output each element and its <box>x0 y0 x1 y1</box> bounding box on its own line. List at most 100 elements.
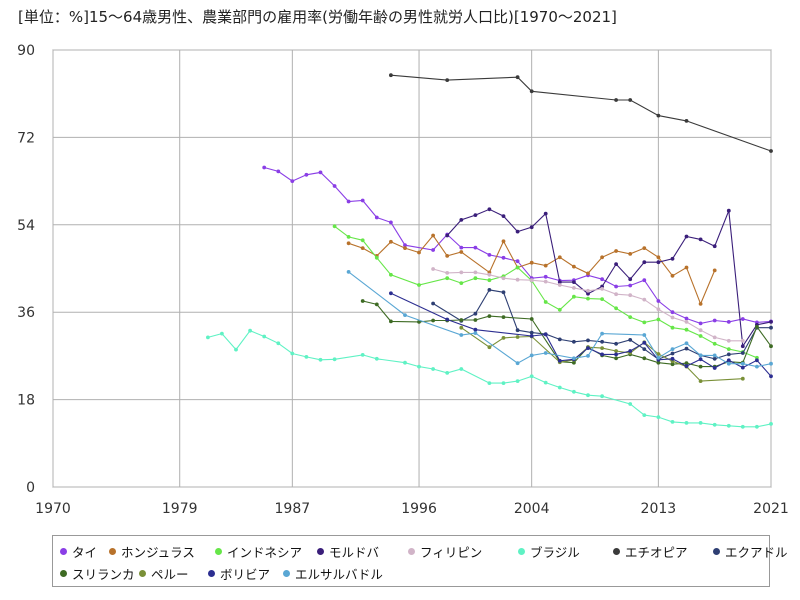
data-point <box>431 267 435 271</box>
data-point <box>600 297 604 301</box>
data-point <box>628 338 633 342</box>
data-point <box>769 422 773 426</box>
data-point <box>726 352 731 357</box>
data-point <box>712 366 717 370</box>
legend-marker <box>60 570 67 577</box>
data-point <box>501 381 506 385</box>
data-point <box>515 361 520 366</box>
legend-label: タイ <box>72 545 98 560</box>
data-point <box>459 367 464 371</box>
data-point <box>445 276 450 281</box>
data-point <box>586 338 590 343</box>
data-point <box>726 320 731 324</box>
data-point <box>642 260 647 265</box>
series-11 <box>389 291 773 379</box>
data-point <box>487 272 492 277</box>
data-point <box>600 339 604 344</box>
data-point <box>572 339 576 344</box>
legend-marker <box>613 548 620 555</box>
data-point <box>712 422 717 427</box>
data-point <box>374 356 379 361</box>
series-8 <box>431 288 773 362</box>
series-7 <box>389 73 773 153</box>
data-point <box>557 337 562 342</box>
data-point <box>572 294 576 299</box>
data-point <box>642 333 647 337</box>
data-point <box>417 283 421 287</box>
data-point <box>600 346 604 350</box>
data-point <box>656 260 661 265</box>
legend-label: インドネシア <box>227 545 303 560</box>
data-point <box>487 207 492 212</box>
data-point <box>670 325 675 330</box>
data-point <box>614 356 618 361</box>
series-line <box>432 289 771 360</box>
data-point <box>346 235 351 239</box>
legend-item: フィリピン <box>408 542 482 561</box>
data-point <box>360 198 365 203</box>
data-point <box>740 424 745 429</box>
data-point <box>572 280 576 284</box>
data-point <box>586 354 590 358</box>
data-point <box>557 385 562 390</box>
data-point <box>684 361 689 366</box>
data-point <box>459 218 464 222</box>
data-point <box>431 318 435 323</box>
plot-frame <box>52 49 772 488</box>
data-point <box>769 325 773 330</box>
x-tick-label: 1987 <box>275 501 311 517</box>
data-point <box>417 250 421 255</box>
data-point <box>529 317 534 321</box>
data-point <box>459 318 464 322</box>
data-point <box>290 351 295 356</box>
series-line <box>348 271 772 368</box>
data-point <box>515 229 520 234</box>
data-point <box>501 336 506 340</box>
data-point <box>431 248 435 252</box>
data-point <box>670 347 675 351</box>
data-point <box>445 233 450 238</box>
data-point <box>374 302 379 307</box>
data-point <box>557 307 562 312</box>
data-point <box>389 291 393 296</box>
legend-label: ホンジュラス <box>121 545 195 560</box>
data-point <box>586 393 590 398</box>
data-point <box>473 331 478 335</box>
x-tick-label: 1979 <box>162 501 198 517</box>
data-point <box>614 349 618 353</box>
data-point <box>670 273 675 278</box>
data-point <box>642 340 647 345</box>
data-point <box>529 260 534 265</box>
data-point <box>740 351 745 355</box>
data-point <box>501 276 506 281</box>
data-point <box>473 327 478 332</box>
data-point <box>332 357 337 362</box>
data-point <box>614 249 618 253</box>
data-point <box>487 253 492 257</box>
data-point <box>529 353 534 358</box>
data-point <box>628 349 633 353</box>
data-point <box>515 328 520 333</box>
legend-item: インドネシア <box>215 542 302 561</box>
data-point <box>628 315 633 319</box>
data-point <box>628 283 633 288</box>
data-point <box>656 299 661 303</box>
data-point <box>389 220 393 225</box>
legend-item: タイ <box>60 542 97 561</box>
data-point <box>670 256 675 261</box>
legend-item: エクアドル <box>713 542 788 561</box>
data-point <box>600 277 604 282</box>
data-point <box>726 361 731 366</box>
data-point <box>389 319 393 324</box>
legend-marker <box>518 548 525 555</box>
data-point <box>262 334 267 339</box>
legend-label: エルサルバドル <box>295 567 383 582</box>
data-point <box>501 239 506 244</box>
legend-marker <box>215 548 222 555</box>
data-point <box>543 332 548 337</box>
data-point <box>726 347 731 351</box>
data-point <box>473 276 478 281</box>
data-point <box>572 360 576 365</box>
data-point <box>712 318 717 323</box>
